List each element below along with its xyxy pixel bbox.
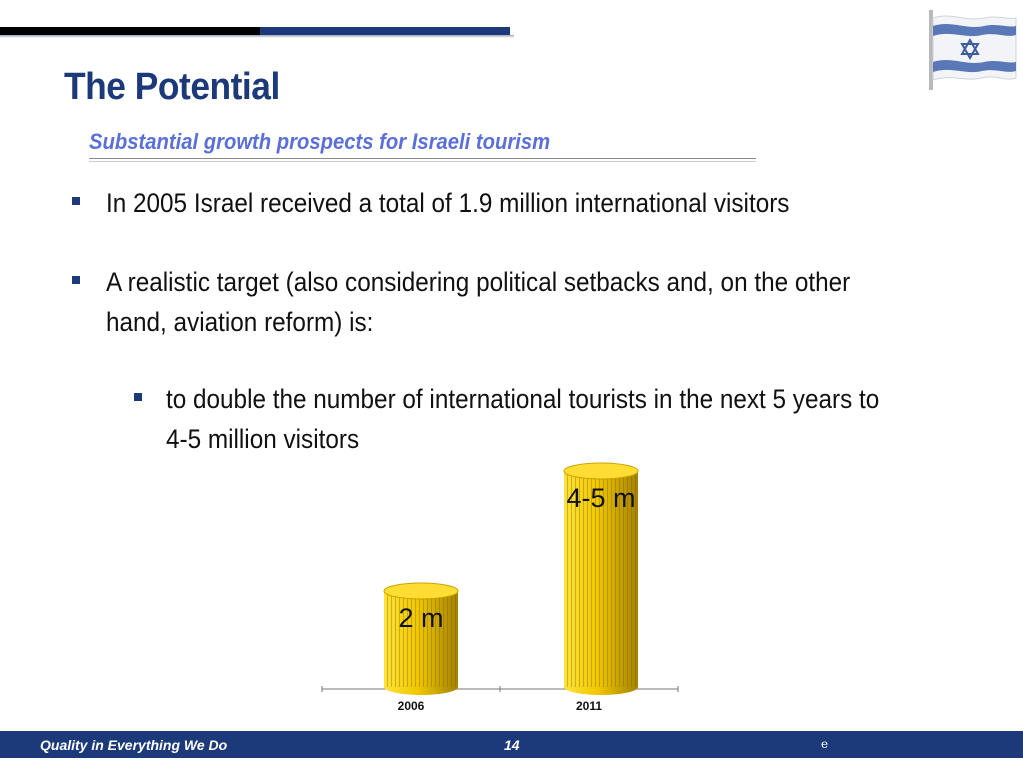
bar-top: [383, 582, 459, 600]
footer-bar: [0, 731, 1023, 758]
visitors-bar-chart: 2 m 4-5 m 2006 2011: [321, 462, 679, 713]
x-tick-label: 2006: [398, 699, 425, 713]
bullet-2-line-2: hand, aviation reform) is:: [106, 307, 374, 337]
header-bar-blue: [260, 27, 510, 35]
header-bar-black: [0, 27, 260, 35]
sub-bullet-1-line-1: to double the number of international to…: [166, 384, 880, 414]
slide-subtitle: Substantial growth prospects for Israeli…: [89, 129, 551, 154]
subtitle-divider: [89, 158, 756, 159]
header-bar-shadow: [0, 35, 514, 38]
bar-flutes: [564, 471, 638, 687]
square-bullet-icon: [134, 393, 142, 401]
bullet-2-line-1: A realistic target (also considering pol…: [106, 267, 851, 297]
bar-top: [563, 462, 639, 480]
subtitle-divider-shadow: [89, 161, 756, 162]
bullet-1: In 2005 Israel received a total of 1.9 m…: [106, 188, 790, 218]
footer-mark: e: [821, 737, 829, 751]
page-number: 14: [504, 737, 520, 753]
data-label: 4-5 m: [566, 483, 635, 513]
data-label: 2 m: [398, 603, 443, 633]
square-bullet-icon: [72, 276, 80, 284]
x-tick-label: 2011: [576, 699, 602, 713]
sub-bullet-1-line-2: 4-5 million visitors: [166, 424, 360, 454]
square-bullet-icon: [72, 197, 80, 205]
israel-flag-icon: [929, 10, 1017, 90]
bar-flutes: [384, 591, 458, 687]
slide-title: The Potential: [64, 66, 280, 108]
footer-tagline: Quality in Everything We Do: [40, 737, 228, 753]
